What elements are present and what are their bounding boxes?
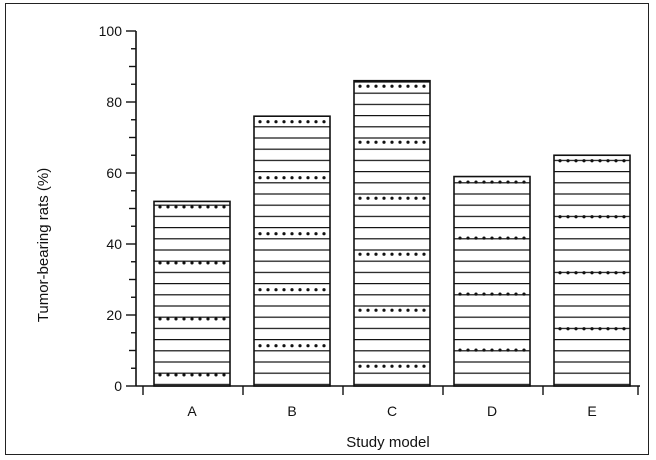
bar-d bbox=[453, 175, 531, 387]
x-tick-label-b: B bbox=[287, 403, 296, 419]
x-axis-title: Study model bbox=[346, 434, 429, 451]
bar-a bbox=[153, 200, 231, 387]
bar-c bbox=[353, 79, 431, 387]
bar-e bbox=[553, 154, 631, 387]
bar-b bbox=[253, 115, 331, 387]
y-tick-label: 60 bbox=[106, 165, 122, 181]
x-tick-label-a: A bbox=[187, 403, 197, 419]
y-tick-label: 80 bbox=[106, 94, 122, 110]
axes-layer: 0 20 40 60 80 100 A B C D E bbox=[99, 23, 640, 419]
x-tick-label-d: D bbox=[487, 403, 497, 419]
y-tick-label: 100 bbox=[99, 23, 123, 39]
y-tick-label: 20 bbox=[106, 307, 122, 323]
y-tick-label: 40 bbox=[106, 236, 122, 252]
y-tick-label: 0 bbox=[114, 378, 122, 394]
y-axis-title: Tumor-bearing rats (%) bbox=[35, 168, 52, 322]
x-tick-label-e: E bbox=[587, 403, 596, 419]
x-tick-label-c: C bbox=[387, 403, 397, 419]
bars-layer bbox=[153, 79, 631, 387]
